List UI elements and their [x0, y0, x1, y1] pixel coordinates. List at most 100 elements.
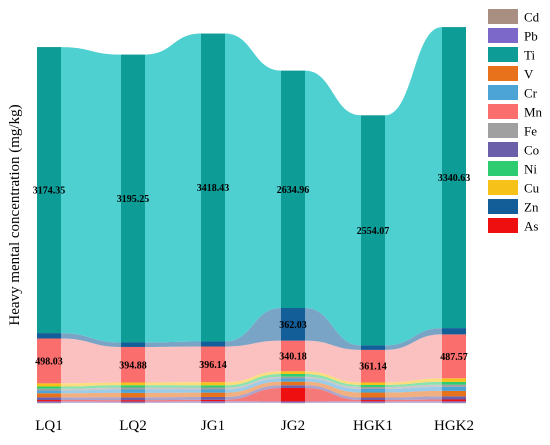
- bar-hgk1-cr: [361, 389, 385, 393]
- legend-label-cu: Cu: [524, 181, 540, 196]
- flow-pb-jg2-hgk1: [305, 401, 361, 402]
- bar-jg2-ni: [281, 374, 305, 377]
- flow-mn-lq2-jg1: [145, 346, 201, 382]
- legend-label-v: V: [524, 67, 534, 82]
- bar-jg1-cr: [201, 389, 225, 392]
- bar-lq2-pb: [121, 401, 145, 402]
- legend-swatch-cu: [488, 180, 518, 195]
- legend-swatch-ti: [488, 47, 518, 62]
- bar-lq2-fe: [121, 388, 145, 390]
- bar-jg2-cu: [281, 371, 305, 374]
- bar-jg2-pb: [281, 401, 305, 402]
- data-label-jg1-mn: 396.14: [199, 360, 227, 371]
- bar-jg2-cr: [281, 378, 305, 381]
- data-label-jg2-zn: 362.03: [279, 320, 307, 331]
- bar-hgk1-pb: [361, 401, 385, 402]
- bar-hgk2-v: [442, 391, 466, 396]
- bar-jg1-v: [201, 393, 225, 397]
- legend-swatch-zn: [488, 199, 518, 214]
- legend-swatch-v: [488, 66, 518, 81]
- bar-hgk1-v: [361, 393, 385, 398]
- data-label-lq2-ti: 3195.25: [117, 194, 150, 205]
- bar-jg1-pb: [201, 401, 225, 403]
- x-tick-label-jg2: JG2: [281, 418, 305, 434]
- data-label-jg2-ti: 2634.96: [277, 185, 310, 196]
- bar-jg1-as: [201, 400, 225, 401]
- bar-hgk1-zn: [361, 345, 385, 350]
- bar-jg1-ni: [201, 385, 225, 387]
- bar-hgk2-cd: [442, 403, 466, 404]
- bar-hgk2-zn: [442, 328, 466, 334]
- bar-lq2-as: [121, 400, 145, 401]
- data-label-jg1-ti: 3418.43: [197, 183, 230, 194]
- bar-lq2-co: [121, 397, 145, 400]
- bar-jg1-cd: [201, 403, 225, 404]
- flow-pb-lq1-lq2: [61, 401, 121, 402]
- flow-ti-jg2-hgk1: [305, 71, 361, 346]
- bar-lq2-v: [121, 393, 145, 398]
- bar-lq2-cu: [121, 383, 145, 386]
- x-tick-label-lq2: LQ2: [119, 418, 147, 434]
- x-tick-label-lq1: LQ1: [35, 418, 63, 434]
- legend-label-as: As: [524, 219, 538, 234]
- flow-ti-lq2-jg1: [145, 34, 201, 343]
- data-label-hgk2-mn: 487.57: [440, 352, 468, 363]
- bar-lq1-cr: [37, 391, 61, 394]
- legend-swatch-pb: [488, 28, 518, 43]
- data-label-lq2-mn: 394.88: [119, 360, 147, 371]
- bar-hgk2-as: [442, 399, 466, 401]
- bar-hgk1-cu: [361, 382, 385, 385]
- y-axis-label: Heavy mental concentration (mg/kg): [7, 104, 23, 325]
- bar-lq1-fe: [37, 389, 61, 391]
- flow-ti-hgk1-hgk2: [385, 27, 442, 345]
- flow-cr-lq2-jg1: [145, 389, 201, 392]
- bar-jg2-v: [281, 382, 305, 386]
- legend-swatch-cr: [488, 85, 518, 100]
- bar-hgk2-cr: [442, 387, 466, 391]
- legend-swatch-mn: [488, 104, 518, 119]
- bar-lq2-zn: [121, 342, 145, 347]
- bar-jg2-as: [281, 388, 305, 402]
- flow-fe-lq2-jg1: [145, 388, 201, 390]
- legend-swatch-as: [488, 218, 518, 233]
- legend-label-pb: Pb: [524, 29, 538, 44]
- flow-as-lq1-lq2: [61, 400, 121, 401]
- bar-lq1-v: [37, 393, 61, 397]
- bar-jg1-zn: [201, 342, 225, 347]
- legend-swatch-ni: [488, 161, 518, 176]
- flow-ti-lq1-lq2: [61, 47, 121, 342]
- flow-pb-hgk1-hgk2: [385, 401, 442, 402]
- legend-label-ni: Ni: [524, 162, 537, 177]
- bar-lq2-ni: [121, 385, 145, 387]
- flow-v-lq1-lq2: [61, 393, 121, 398]
- legend-label-zn: Zn: [524, 200, 539, 215]
- flow-ni-lq2-jg1: [145, 385, 201, 387]
- bar-jg1-co: [201, 397, 225, 400]
- bar-hgk1-as: [361, 400, 385, 401]
- flow-co-lq2-jg1: [145, 397, 201, 400]
- bar-jg2-fe: [281, 377, 305, 379]
- data-label-hgk1-mn: 361.14: [359, 362, 387, 373]
- flow-co-lq1-lq2: [61, 397, 121, 400]
- legend-label-co: Co: [524, 143, 539, 158]
- legend-label-cd: Cd: [524, 10, 540, 25]
- bar-hgk2-pb: [442, 401, 466, 402]
- flow-cu-lq2-jg1: [145, 382, 201, 385]
- data-label-jg2-mn: 340.18: [279, 351, 307, 362]
- bar-hgk1-cd: [361, 403, 385, 404]
- legend-swatch-cd: [488, 9, 518, 24]
- x-tick-label-hgk1: HGK1: [353, 418, 393, 434]
- x-tick-label-jg1: JG1: [201, 418, 225, 434]
- legend-swatch-co: [488, 142, 518, 157]
- bar-lq1-pb: [37, 401, 61, 402]
- bar-jg2-co: [281, 385, 305, 388]
- bar-lq2-cd: [121, 403, 145, 404]
- flow-v-lq2-jg1: [145, 393, 201, 398]
- bar-lq1-cu: [37, 383, 61, 386]
- bar-lq1-as: [37, 400, 61, 401]
- legend-label-mn: Mn: [524, 105, 543, 120]
- bar-lq1-cd: [37, 403, 61, 404]
